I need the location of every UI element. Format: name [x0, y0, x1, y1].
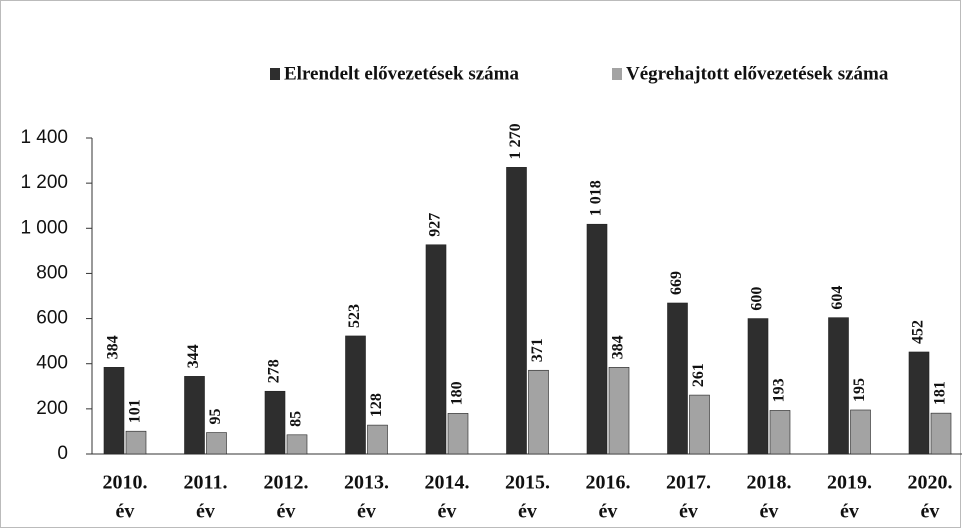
bar: [528, 369, 549, 455]
x-tick-label: év: [196, 501, 215, 523]
legend-swatch: [612, 68, 622, 80]
legend-label: Elrendelt elővezetések száma: [284, 63, 519, 84]
bar: [608, 367, 630, 455]
x-tick-label: év: [438, 501, 457, 523]
legend-swatch: [270, 68, 280, 80]
bar: [367, 424, 388, 455]
value-label: 101: [127, 399, 144, 423]
bar: [850, 409, 871, 455]
x-tick-label: 2012.: [264, 472, 309, 494]
x-tick-label: 2020.: [908, 472, 953, 494]
x-tick-label: 2018.: [747, 472, 792, 494]
bar: [447, 413, 469, 455]
y-tick-label: 1 000: [20, 217, 68, 238]
bar: [667, 302, 688, 455]
value-label: 193: [771, 378, 788, 402]
y-tick-label: 400: [36, 353, 68, 374]
bar: [184, 376, 205, 455]
value-label: 384: [105, 335, 122, 359]
y-tick-label: 600: [36, 308, 68, 329]
value-label: 181: [932, 381, 949, 405]
value-label: 195: [851, 378, 868, 402]
legend-label: Végrehajtott elővezetések száma: [626, 63, 889, 84]
x-tick-label: év: [518, 501, 537, 523]
bar: [586, 223, 608, 455]
x-tick-label: 2013.: [344, 472, 389, 494]
bar: [908, 351, 930, 455]
value-label: 371: [529, 338, 546, 362]
value-label: 523: [346, 304, 363, 328]
x-tick-label: év: [116, 501, 135, 523]
x-tick-label: év: [760, 501, 779, 523]
bar: [206, 432, 227, 455]
y-tick-label: 200: [36, 398, 68, 419]
x-tick-label: 2016.: [586, 472, 631, 494]
bar: [425, 244, 447, 455]
value-label: 344: [185, 344, 202, 368]
bar: [769, 410, 791, 455]
y-tick-label: 0: [57, 443, 68, 464]
y-tick-label: 800: [36, 262, 68, 283]
y-tick-label: 1 200: [20, 172, 68, 193]
bar: [689, 394, 710, 455]
value-label: 1 270: [507, 123, 524, 159]
x-tick-label: 2011.: [184, 472, 228, 494]
x-tick-label: év: [840, 501, 859, 523]
value-label: 85: [288, 411, 305, 427]
value-label: 604: [829, 286, 846, 310]
bar: [506, 167, 527, 455]
x-tick-label: 2019.: [827, 472, 872, 494]
x-tick-label: év: [921, 501, 940, 523]
value-label: 927: [427, 213, 444, 237]
value-label: 261: [690, 363, 707, 387]
bar: [747, 318, 769, 455]
x-tick-label: 2014.: [425, 472, 470, 494]
x-tick-label: 2017.: [666, 472, 711, 494]
x-tick-label: év: [679, 501, 698, 523]
value-label: 384: [610, 335, 627, 359]
bar: [264, 390, 286, 455]
x-tick-label: 2010.: [103, 472, 148, 494]
bar: [286, 434, 308, 455]
x-tick-label: év: [357, 501, 376, 523]
y-tick-label: 1 400: [20, 127, 68, 148]
value-label: 669: [668, 271, 685, 295]
x-tick-label: év: [599, 501, 618, 523]
bar: [930, 412, 952, 455]
value-label: 600: [749, 287, 766, 311]
value-label: 128: [368, 393, 385, 417]
bar: [828, 317, 849, 455]
value-label: 1 018: [588, 180, 605, 216]
bar: [103, 367, 125, 455]
x-tick-label: 2015.: [505, 472, 550, 494]
value-label: 278: [266, 359, 283, 383]
value-label: 452: [910, 320, 927, 344]
x-tick-label: év: [277, 501, 296, 523]
bar: [345, 335, 366, 455]
value-label: 95: [207, 409, 224, 425]
value-label: 180: [449, 381, 466, 405]
bar: [125, 430, 147, 455]
